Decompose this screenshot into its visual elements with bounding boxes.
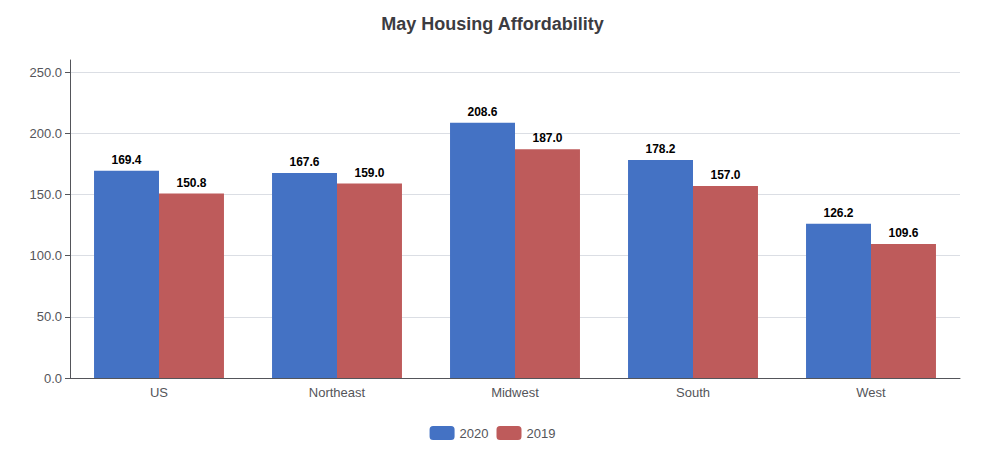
svg-text:50.0: 50.0 (37, 309, 62, 324)
svg-text:187.0: 187.0 (532, 131, 562, 145)
svg-text:US: US (150, 385, 168, 400)
svg-text:208.6: 208.6 (467, 105, 497, 119)
svg-text:Northeast: Northeast (309, 385, 366, 400)
svg-text:169.4: 169.4 (111, 153, 141, 167)
svg-text:150.8: 150.8 (176, 176, 206, 190)
svg-text:2020: 2020 (460, 426, 489, 441)
svg-text:159.0: 159.0 (354, 166, 384, 180)
svg-text:167.6: 167.6 (289, 155, 319, 169)
svg-text:0.0: 0.0 (44, 371, 62, 386)
svg-text:200.0: 200.0 (29, 126, 62, 141)
svg-text:100.0: 100.0 (29, 248, 62, 263)
svg-text:May Housing Affordability: May Housing Affordability (381, 14, 603, 34)
svg-text:109.6: 109.6 (888, 226, 918, 240)
svg-text:250.0: 250.0 (29, 65, 62, 80)
svg-text:South: South (676, 385, 710, 400)
svg-text:West: West (856, 385, 886, 400)
svg-text:150.0: 150.0 (29, 187, 62, 202)
svg-text:178.2: 178.2 (645, 142, 675, 156)
svg-text:Midwest: Midwest (491, 385, 539, 400)
svg-text:2019: 2019 (527, 426, 556, 441)
svg-text:126.2: 126.2 (823, 206, 853, 220)
svg-text:157.0: 157.0 (710, 168, 740, 182)
